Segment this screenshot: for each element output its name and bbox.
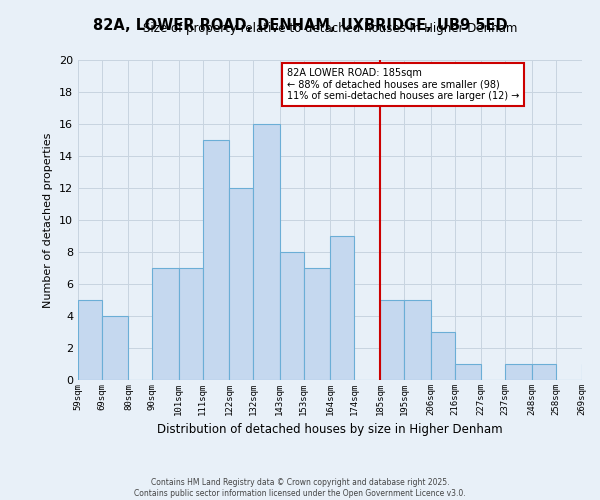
Bar bbox=[404, 300, 431, 380]
Bar bbox=[582, 364, 600, 380]
Bar bbox=[455, 364, 481, 380]
Bar bbox=[203, 140, 229, 380]
Bar bbox=[532, 364, 556, 380]
Bar bbox=[330, 236, 354, 380]
Text: Contains HM Land Registry data © Crown copyright and database right 2025.
Contai: Contains HM Land Registry data © Crown c… bbox=[134, 478, 466, 498]
Bar bbox=[380, 300, 404, 380]
X-axis label: Distribution of detached houses by size in Higher Denham: Distribution of detached houses by size … bbox=[157, 424, 503, 436]
Bar bbox=[179, 268, 203, 380]
Bar bbox=[253, 124, 280, 380]
Title: Size of property relative to detached houses in Higher Denham: Size of property relative to detached ho… bbox=[143, 22, 517, 35]
Text: 82A, LOWER ROAD, DENHAM, UXBRIDGE, UB9 5ED: 82A, LOWER ROAD, DENHAM, UXBRIDGE, UB9 5… bbox=[92, 18, 508, 32]
Bar bbox=[431, 332, 455, 380]
Bar bbox=[505, 364, 532, 380]
Bar bbox=[304, 268, 330, 380]
Bar bbox=[280, 252, 304, 380]
Bar bbox=[78, 300, 102, 380]
Bar bbox=[229, 188, 253, 380]
Text: 82A LOWER ROAD: 185sqm
← 88% of detached houses are smaller (98)
11% of semi-det: 82A LOWER ROAD: 185sqm ← 88% of detached… bbox=[287, 68, 520, 101]
Y-axis label: Number of detached properties: Number of detached properties bbox=[43, 132, 53, 308]
Bar bbox=[102, 316, 128, 380]
Bar bbox=[152, 268, 179, 380]
